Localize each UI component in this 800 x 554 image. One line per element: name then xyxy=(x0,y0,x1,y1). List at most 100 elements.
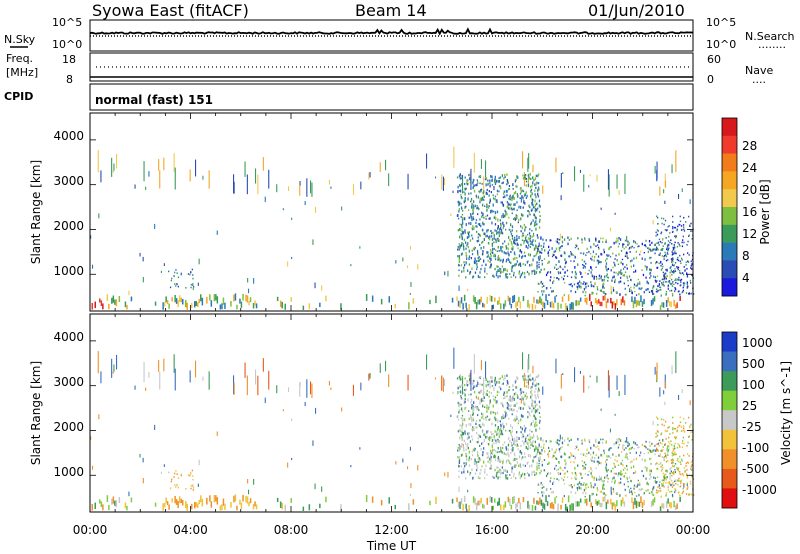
echo-cell xyxy=(674,505,677,510)
echo-cell xyxy=(480,190,482,193)
echo-cell xyxy=(502,242,504,245)
echo-cell xyxy=(539,419,541,422)
echo-cell xyxy=(477,441,479,443)
echo-cell xyxy=(633,286,635,289)
echo-cell xyxy=(592,292,594,295)
echo-cell xyxy=(619,280,622,283)
echo-cell xyxy=(657,290,659,292)
echo-cell xyxy=(662,271,664,274)
echo-cell xyxy=(613,442,615,446)
power-ytick-4000: 4000 xyxy=(53,129,84,143)
echo-cell xyxy=(682,239,684,241)
echo-cell xyxy=(478,175,480,178)
echo-cell xyxy=(522,296,525,302)
echo-cell xyxy=(568,283,570,286)
echo-cell xyxy=(148,372,150,378)
echo-cell xyxy=(504,410,506,413)
echo-cell xyxy=(531,199,534,203)
echo-cell xyxy=(175,499,178,505)
echo-cell xyxy=(564,466,566,469)
echo-cell xyxy=(657,442,659,445)
echo-cell xyxy=(491,235,493,238)
echo-cell xyxy=(623,483,625,486)
echo-cell xyxy=(613,301,615,306)
echo-cell xyxy=(486,430,488,434)
echo-cell xyxy=(613,261,615,264)
echo-cell xyxy=(542,185,544,194)
echo-cell xyxy=(612,266,614,269)
echo-cell xyxy=(675,437,677,440)
echo-cell xyxy=(481,182,483,185)
echo-cell xyxy=(528,238,531,241)
echo-cell xyxy=(255,369,257,385)
echo-cell xyxy=(511,196,513,200)
echo-cell xyxy=(575,244,577,246)
echo-cell xyxy=(675,278,677,281)
echo-cell xyxy=(686,273,688,275)
echo-cell xyxy=(498,391,500,394)
echo-cell xyxy=(672,246,674,249)
echo-cell xyxy=(666,453,669,455)
echo-cell xyxy=(662,503,665,509)
echo-cell xyxy=(588,184,590,188)
echo-cell xyxy=(537,500,540,505)
echo-cell xyxy=(509,474,511,476)
echo-cell xyxy=(472,418,475,422)
echo-cell xyxy=(493,237,495,240)
echo-cell xyxy=(464,407,466,410)
echo-cell xyxy=(359,447,361,450)
echo-cell xyxy=(545,273,548,277)
echo-cell xyxy=(464,388,466,392)
echo-cell xyxy=(276,296,279,302)
echo-cell xyxy=(675,479,677,482)
echo-cell xyxy=(529,213,531,216)
echo-cell xyxy=(673,480,676,483)
echo-cell xyxy=(192,288,194,290)
echo-cell xyxy=(499,429,501,432)
echo-cell xyxy=(480,247,482,250)
echo-cell xyxy=(582,467,584,470)
echo-cell xyxy=(683,467,685,469)
echo-cell xyxy=(616,438,618,441)
echo-cell xyxy=(658,244,660,246)
echo-cell xyxy=(520,431,522,434)
echo-cell xyxy=(524,428,526,431)
echo-cell xyxy=(490,454,492,457)
echo-cell xyxy=(604,476,606,479)
echo-cell xyxy=(492,274,494,277)
echo-cell xyxy=(606,474,608,477)
echo-cell xyxy=(210,501,213,508)
echo-cell xyxy=(511,212,513,215)
echo-cell xyxy=(614,466,616,468)
echo-cell xyxy=(520,398,522,404)
echo-cell xyxy=(690,423,692,426)
echo-cell xyxy=(508,216,510,219)
echo-cell xyxy=(182,299,184,305)
echo-cell xyxy=(657,431,659,433)
echo-cell xyxy=(198,299,200,304)
echo-cell xyxy=(490,376,492,379)
echo-cell xyxy=(467,197,469,201)
echo-cell xyxy=(526,471,529,474)
echo-cell xyxy=(464,183,466,186)
echo-cell xyxy=(676,429,678,432)
echo-cell xyxy=(511,208,513,211)
echo-cell xyxy=(675,453,677,456)
echo-cell xyxy=(690,461,692,464)
echo-cell xyxy=(652,248,654,252)
echo-cell xyxy=(528,504,531,510)
echo-cell xyxy=(653,275,655,278)
echo-cell xyxy=(603,449,605,452)
echo-cell xyxy=(521,235,523,238)
echo-cell xyxy=(540,437,542,440)
echo-cell xyxy=(459,300,461,308)
echo-cell xyxy=(552,253,554,257)
echo-cell xyxy=(195,360,197,378)
echo-cell xyxy=(461,435,463,438)
echo-cell xyxy=(601,253,603,256)
echo-cell xyxy=(486,409,488,413)
echo-cell xyxy=(499,377,501,380)
echo-cell xyxy=(679,416,681,419)
echo-cell xyxy=(474,448,476,450)
echo-cell xyxy=(173,275,175,277)
